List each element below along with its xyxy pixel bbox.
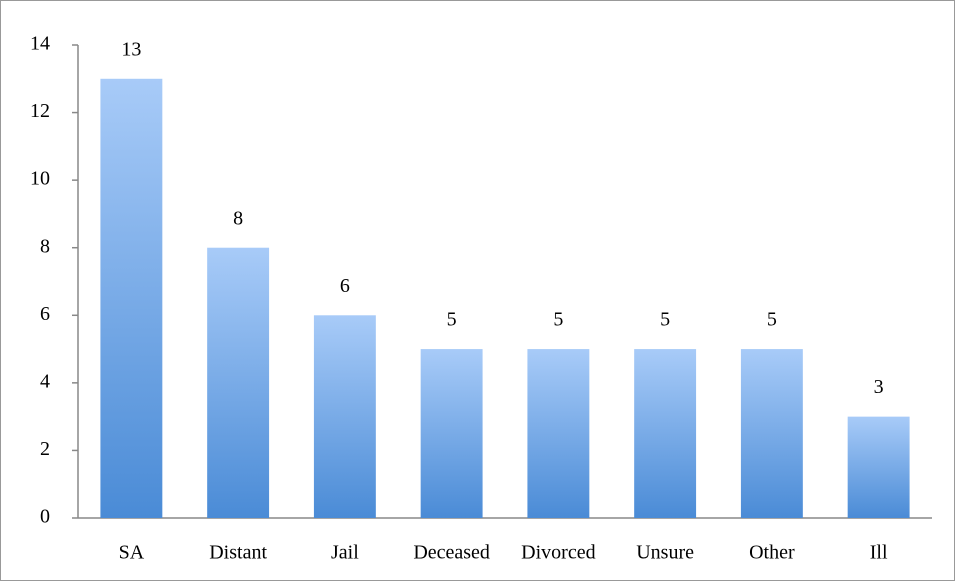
y-tick-label: 2	[40, 438, 50, 460]
data-label: 5	[553, 309, 563, 331]
y-tick-label: 8	[40, 235, 50, 257]
data-label: 6	[340, 275, 350, 297]
bar	[740, 349, 803, 518]
data-label: 5	[447, 309, 457, 331]
bar	[313, 315, 376, 518]
y-tick-label: 12	[30, 100, 50, 122]
data-label: 5	[767, 309, 777, 331]
data-label: 8	[233, 207, 243, 229]
data-label: 3	[874, 376, 884, 398]
x-tick-label: Jail	[331, 542, 359, 564]
bar	[420, 349, 483, 518]
y-tick-label: 0	[40, 506, 50, 528]
bar	[100, 78, 163, 519]
x-tick-label: Deceased	[413, 542, 490, 564]
x-tick-label: SA	[119, 542, 145, 564]
x-tick-label: Distant	[209, 542, 267, 564]
bar	[527, 349, 590, 518]
bar	[207, 247, 270, 518]
bar	[634, 349, 697, 518]
x-tick-label: Unsure	[636, 542, 694, 564]
data-label: 13	[121, 38, 141, 60]
x-tick-label: Divorced	[521, 542, 595, 564]
data-label: 5	[660, 309, 670, 331]
y-tick-label: 6	[40, 303, 50, 325]
x-tick-label: Other	[749, 542, 795, 564]
x-tick-label: Ill	[870, 542, 888, 564]
y-tick-label: 4	[40, 370, 50, 392]
y-tick-label: 14	[30, 33, 50, 55]
bar	[847, 416, 910, 518]
y-tick-label: 10	[30, 168, 50, 190]
